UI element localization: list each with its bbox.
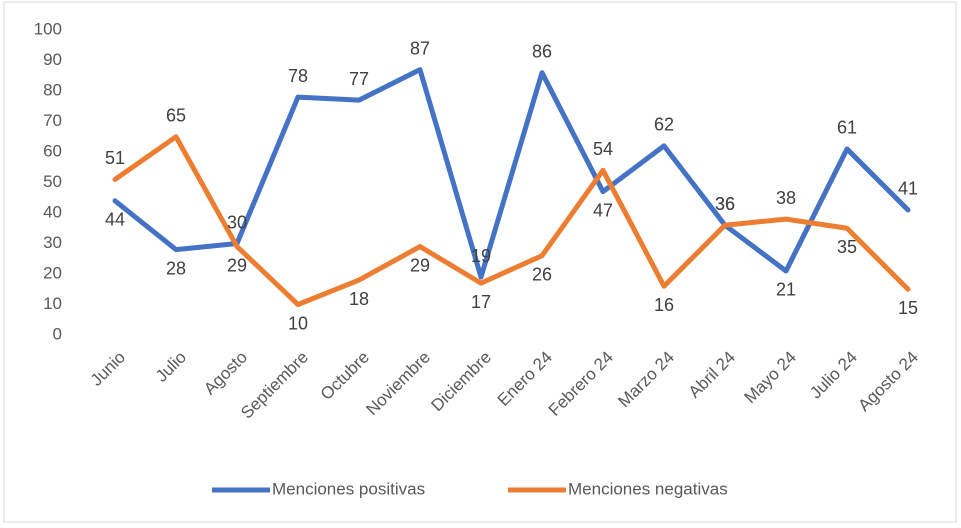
data-label: 44 [105,210,125,230]
data-label: 41 [898,179,918,199]
y-tick-label: 0 [53,324,62,343]
data-label: 26 [532,264,552,284]
data-label: 77 [349,69,369,89]
data-label: 36 [715,194,735,214]
legend-label: Menciones negativas [568,479,728,498]
legend-label: Menciones positivas [272,479,425,498]
data-label: 10 [288,313,308,333]
y-tick-label: 80 [43,80,62,99]
series-line [112,67,911,280]
y-tick-label: 90 [43,50,62,69]
y-tick-label: 10 [43,294,62,313]
y-tick-label: 30 [43,233,62,252]
data-label: 16 [654,295,674,315]
data-label: 54 [593,139,613,159]
data-label: 86 [532,41,552,61]
data-label: 17 [471,292,491,312]
data-label: 61 [837,118,857,138]
data-label: 62 [654,115,674,135]
data-label: 15 [898,298,918,318]
chart-border [3,1,957,523]
data-label: 18 [349,289,369,309]
data-label: 21 [776,280,796,300]
y-tick-label: 50 [43,172,62,191]
data-label: 29 [227,255,247,275]
y-tick-label: 20 [43,263,62,282]
data-label: 35 [837,237,857,257]
y-tick-label: 60 [43,141,62,160]
data-label: 78 [288,66,308,86]
data-label: 87 [410,38,430,58]
data-label: 47 [593,200,613,220]
data-label: 65 [166,106,186,126]
y-tick-label: 100 [34,19,62,38]
series-line [112,134,911,307]
data-label: 30 [227,212,247,232]
data-label: 29 [410,255,430,275]
data-label: 19 [471,246,491,266]
y-tick-label: 70 [43,111,62,130]
data-label: 36 [715,194,735,214]
data-label: 28 [166,258,186,278]
y-tick-label: 40 [43,202,62,221]
data-label: 51 [105,148,125,168]
data-label: 38 [776,188,796,208]
